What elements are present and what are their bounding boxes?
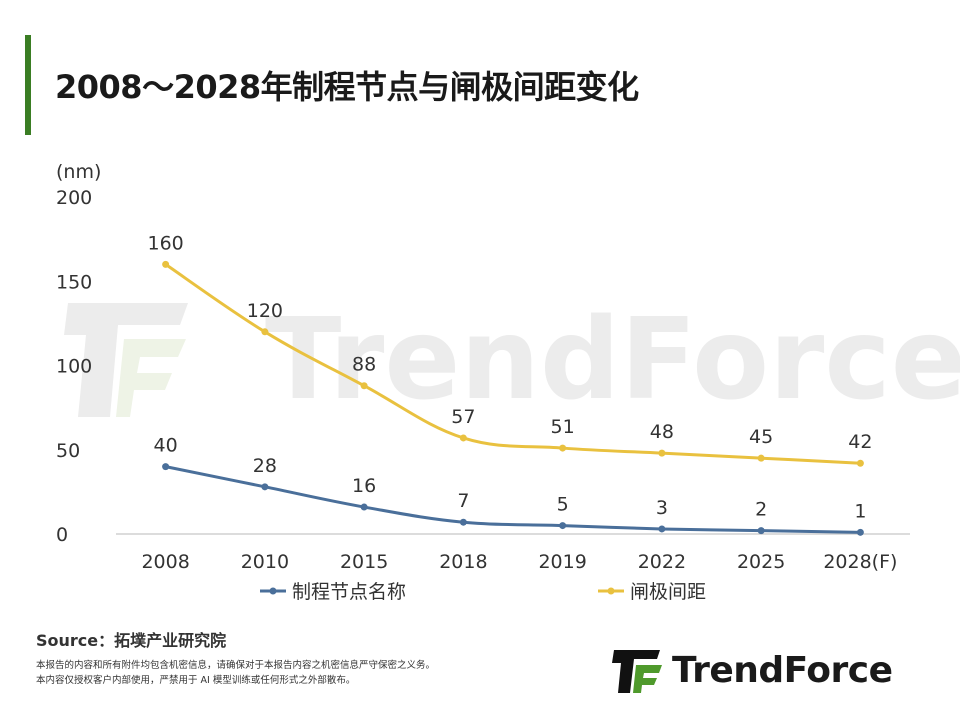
- watermark-text: TrendForce: [265, 295, 960, 425]
- series-2-data-label: 160: [147, 232, 183, 254]
- series-1-data-label: 1: [854, 500, 866, 522]
- title-accent-bar: [25, 35, 31, 135]
- series-line-2: [164, 263, 861, 465]
- series-2-data-label: 120: [247, 300, 283, 322]
- series-1-point: [658, 525, 666, 533]
- x-tick-label: 2028(F): [823, 551, 897, 573]
- series-2-data-label: 57: [451, 406, 475, 428]
- series-2-data-label: 42: [848, 431, 872, 453]
- series-1-data-label: 5: [557, 494, 569, 516]
- series-1-point: [162, 463, 170, 471]
- series-2-point: [261, 328, 269, 336]
- series-1-data-label: 16: [352, 475, 376, 497]
- series-2-point: [658, 449, 666, 457]
- disclaimer-line-1: 本报告的内容和所有附件均包含机密信息，请确保对于本报告内容之机密信息严守保密之义…: [36, 660, 436, 671]
- watermark: TrendForce: [60, 295, 960, 425]
- series-1-point: [459, 518, 467, 526]
- series-1-point: [261, 483, 269, 491]
- x-tick-label: 2010: [241, 551, 289, 573]
- x-tick-label: 2018: [439, 551, 487, 573]
- series-1-data-label: 40: [154, 435, 178, 457]
- y-tick-label: 200: [56, 187, 92, 209]
- brand-logo: TrendForce: [612, 647, 932, 695]
- series-2-point: [856, 459, 864, 467]
- series-2-data-label: 48: [650, 421, 674, 443]
- series-2-point: [162, 260, 170, 268]
- brand-name: TrendForce: [672, 650, 893, 691]
- legend-marker-1: [269, 587, 277, 595]
- y-tick-label: 0: [56, 524, 68, 546]
- series-1-data-label: 3: [656, 497, 668, 519]
- series-1-point: [856, 528, 864, 536]
- series-1-data-label: 28: [253, 455, 277, 477]
- y-tick-label: 150: [56, 271, 92, 293]
- series-1-point: [360, 503, 368, 511]
- x-tick-label: 2025: [737, 551, 785, 573]
- disclaimer-line-2: 本内容仅授权客户内部使用，严禁用于 AI 模型训练或任何形式之外部散布。: [36, 675, 356, 686]
- series-1-data-label: 2: [755, 499, 767, 521]
- legend-label-2: 闸极间距: [630, 581, 706, 603]
- series-2-point: [459, 434, 467, 442]
- x-tick-label: 2022: [638, 551, 686, 573]
- source-note: Source：拓墣产业研究院: [36, 631, 227, 650]
- series-1-point: [559, 522, 567, 530]
- series-2-data-label: 88: [352, 354, 376, 376]
- page-title: 2008～2028年制程节点与闸极间距变化: [55, 68, 639, 106]
- watermark-logo-icon: [64, 303, 188, 417]
- disclaimer: 本报告的内容和所有附件均包含机密信息，请确保对于本报告内容之机密信息严守保密之义…: [36, 658, 435, 688]
- x-tick-label: 2019: [538, 551, 586, 573]
- legend-label-1: 制程节点名称: [292, 581, 406, 603]
- y-tick-label: 50: [56, 440, 80, 462]
- series-1-data-label: 7: [457, 490, 469, 512]
- line-chart: (nm) 0 50 100 150 200 2008 2010 2015 2018 2019 20…: [56, 161, 910, 603]
- y-axis-label: (nm): [56, 161, 101, 183]
- series-line-1: [165, 465, 861, 534]
- series-2-data-label: 51: [551, 416, 575, 438]
- series-1-point: [757, 527, 765, 535]
- series-2-point: [360, 382, 368, 390]
- series-2-point: [559, 444, 567, 452]
- x-tick-label: 2008: [141, 551, 189, 573]
- legend-marker-2: [607, 587, 615, 595]
- y-tick-label: 100: [56, 356, 92, 378]
- x-tick-label: 2015: [340, 551, 388, 573]
- trendforce-logo-icon: [612, 650, 662, 693]
- series-2-point: [757, 454, 765, 462]
- series-2-data-label: 45: [749, 426, 773, 448]
